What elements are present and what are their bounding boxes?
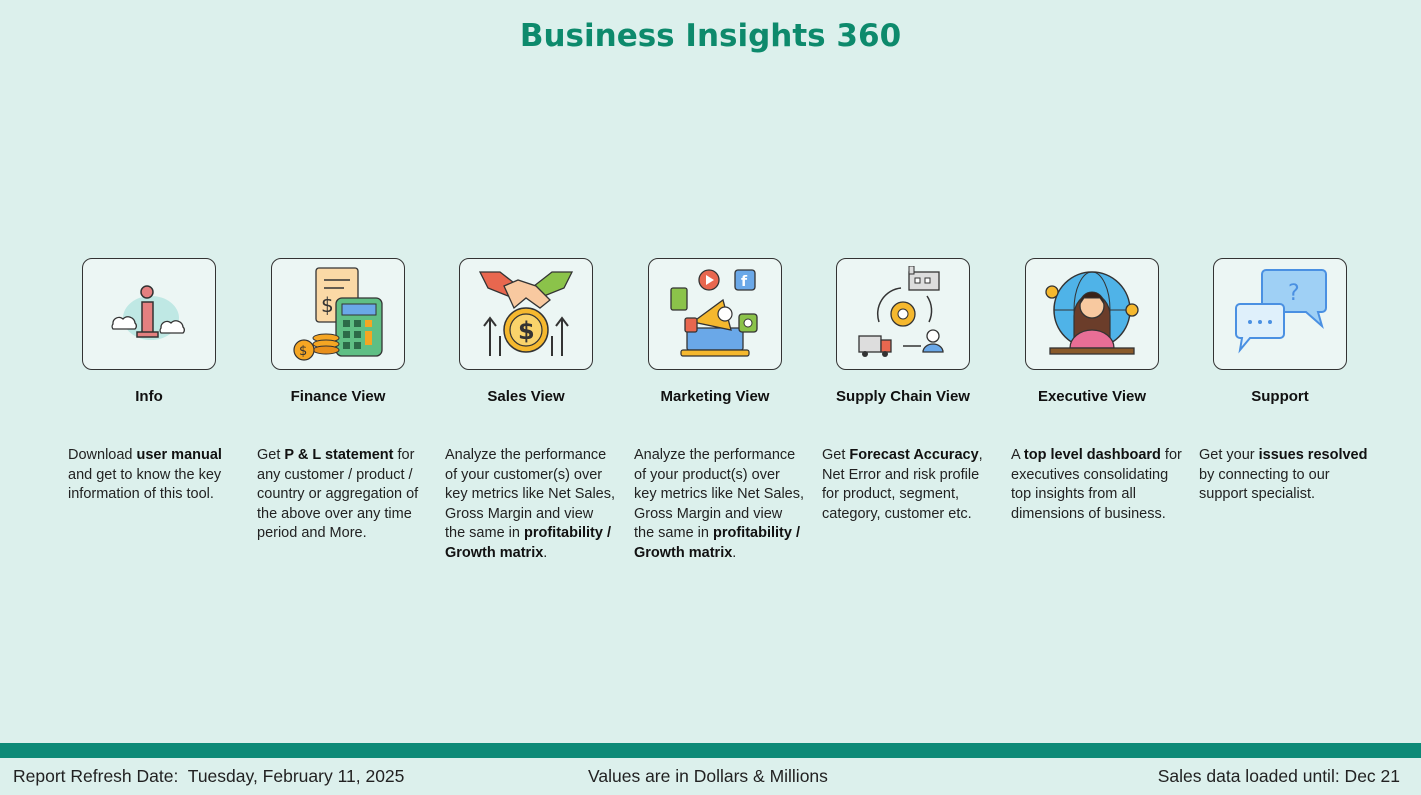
desc-text: A: [1011, 447, 1024, 463]
calculator-icon: $ $: [293, 267, 383, 361]
card-finance: $ $ Finance View Get P & L statement for…: [257, 258, 445, 541]
svg-text:f: f: [741, 274, 748, 290]
card-title-marketing[interactable]: Marketing View: [660, 388, 770, 405]
card-desc-support: Get your issues resolved by connecting t…: [1199, 446, 1371, 505]
values-note: Values are in Dollars & Millions: [588, 766, 828, 786]
desc-text: and get to know the key information of t…: [68, 466, 222, 503]
card-title-sales[interactable]: Sales View: [487, 388, 565, 405]
card-title-info[interactable]: Info: [135, 388, 163, 405]
desc-text: for executives consolidating top insight…: [1011, 447, 1182, 522]
card-info: Info Download user manual and get to kno…: [68, 258, 256, 502]
supply-chain-icon: [858, 266, 944, 357]
card-desc-marketing: Analyze the performance of your product(…: [634, 446, 806, 564]
desc-highlight: profitability / Growth matrix: [445, 525, 611, 561]
desc-highlight: top level dashboard: [1023, 447, 1161, 463]
megaphone-icon: f: [670, 269, 758, 357]
handshake-icon: $: [478, 271, 574, 356]
info-button[interactable]: [82, 258, 216, 370]
page-title: Business Insights 360: [519, 18, 902, 54]
card-title-support[interactable]: Support: [1251, 388, 1309, 405]
card-desc-executive: A top level dashboard for executives con…: [1011, 446, 1183, 524]
card-executive: Executive View A top level dashboard for…: [1011, 258, 1199, 522]
svg-text:?: ?: [1288, 281, 1300, 306]
executive-view-button[interactable]: [1025, 258, 1159, 370]
card-sales: $ Sales View Analyze the performance of …: [445, 258, 633, 561]
desc-text: , Net Error and risk profile for product…: [822, 447, 983, 522]
desc-text: Analyze the performance of your customer…: [445, 447, 616, 542]
card-desc-sales: Analyze the performance of your customer…: [445, 446, 617, 564]
desc-text: for any customer / product / country or …: [257, 447, 419, 542]
sales-view-button[interactable]: $: [459, 258, 593, 370]
chat-bubbles-icon: ?: [1235, 269, 1327, 354]
desc-text: Download: [68, 447, 137, 463]
card-support: ? Support Get your issues resolved by co…: [1199, 258, 1387, 502]
support-button[interactable]: ?: [1213, 258, 1347, 370]
desc-text: .: [543, 544, 548, 561]
desc-highlight: P & L statement: [284, 447, 394, 463]
supply-chain-view-button[interactable]: [836, 258, 970, 370]
card-supply-chain: Supply Chain View Get Forecast Accuracy,…: [822, 258, 1010, 522]
report-refresh-date: Report Refresh Date: Tuesday, February 1…: [13, 766, 404, 787]
desc-text: by connecting to our support specialist.: [1199, 466, 1330, 503]
refresh-date: Tuesday, February 11, 2025: [187, 766, 405, 786]
card-marketing: f Marketing View Analyze the performance…: [634, 258, 822, 561]
info-icon: [111, 285, 185, 340]
desc-text: Get: [822, 447, 850, 463]
executive-icon: [1045, 271, 1139, 355]
desc-highlight: issues resolved: [1258, 447, 1368, 463]
desc-text: .: [732, 544, 737, 561]
card-title-executive[interactable]: Executive View: [1037, 388, 1147, 405]
card-desc-supply-chain: Get Forecast Accuracy, Net Error and ris…: [822, 446, 994, 524]
card-desc-info: Download user manual and get to know the…: [68, 446, 240, 505]
card-title-supply-chain[interactable]: Supply Chain View: [836, 388, 970, 405]
finance-view-button[interactable]: $ $: [271, 258, 405, 370]
svg-text:$: $: [518, 317, 535, 345]
desc-highlight: Forecast Accuracy: [849, 447, 979, 463]
desc-highlight: profitability / Growth matrix: [634, 525, 800, 561]
desc-text: Get: [257, 447, 285, 463]
desc-highlight: user manual: [136, 447, 222, 463]
footer-bar: [0, 743, 1421, 758]
svg-text:$: $: [299, 344, 307, 359]
desc-text: Get your: [1199, 447, 1259, 463]
desc-text: Analyze the performance of your product(…: [634, 447, 805, 542]
sales-data-loaded: Sales data loaded until: Dec 21: [1157, 766, 1400, 786]
svg-text:$: $: [321, 293, 334, 317]
marketing-view-button[interactable]: f: [648, 258, 782, 370]
card-title-finance[interactable]: Finance View: [290, 388, 386, 405]
refresh-label: Report Refresh Date:: [13, 766, 179, 786]
card-desc-finance: Get P & L statement for any customer / p…: [257, 446, 429, 544]
